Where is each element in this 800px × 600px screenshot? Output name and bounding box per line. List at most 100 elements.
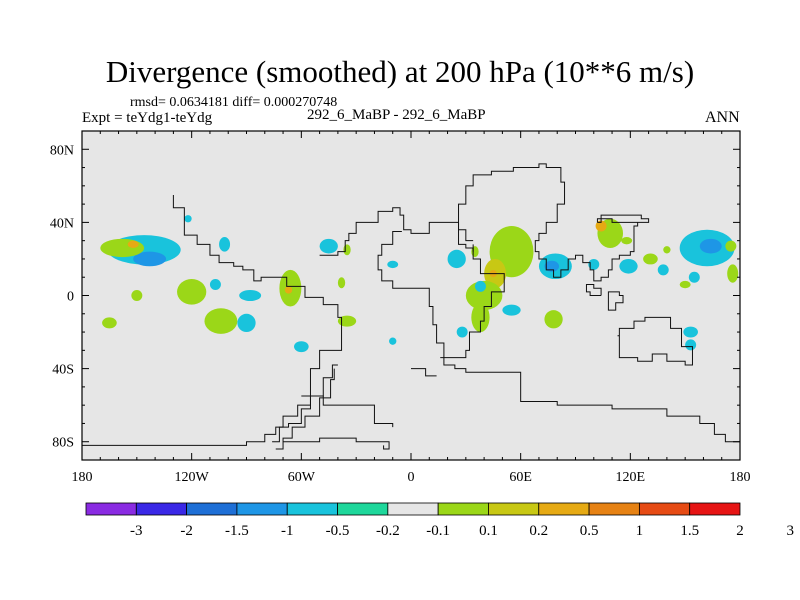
- coastline: [283, 437, 390, 450]
- anomaly-patch: [133, 251, 167, 267]
- anomaly-patch: [389, 337, 397, 345]
- anomaly-patch: [471, 302, 490, 333]
- anomaly-patch: [387, 260, 399, 269]
- anomaly-patch: [621, 237, 633, 245]
- x-tick-label: 60W: [288, 470, 316, 485]
- anomaly-patch: [699, 238, 722, 254]
- coastline: [377, 231, 505, 359]
- case-label: 292_6_MaBP - 292_6_MaBP: [307, 107, 486, 123]
- colorbar-label: 1.5: [680, 523, 699, 539]
- colorbar-label: -0.2: [376, 523, 400, 539]
- colorbar-swatch: [689, 502, 741, 516]
- anomaly-patch: [725, 240, 737, 252]
- chart-title: Divergence (smoothed) at 200 hPa (10**6 …: [105, 54, 695, 89]
- colorbar-label: -0.5: [326, 523, 350, 539]
- coastline: [275, 368, 335, 450]
- colorbar-swatch: [437, 502, 489, 516]
- coastline: [272, 364, 338, 443]
- colorbar-swatch: [538, 502, 590, 516]
- anomaly-patch: [219, 237, 231, 252]
- colorbar-label: -3: [130, 523, 143, 539]
- x-tick-label: 60E: [509, 470, 532, 485]
- anomaly-patch: [727, 264, 739, 283]
- y-tick-label: 80N: [50, 143, 74, 158]
- y-tick-label: 80S: [52, 436, 74, 451]
- colorbar-swatch: [387, 502, 439, 516]
- y-tick-label: 40S: [52, 363, 74, 378]
- anomaly-patch: [343, 244, 351, 256]
- colorbar-label: -2: [180, 523, 193, 539]
- colorbar-label: 2: [736, 523, 744, 539]
- colorbar-label: -1: [281, 523, 294, 539]
- stats-line: rmsd= 0.0634181 diff= 0.000270748: [130, 95, 338, 110]
- colorbar-label: -1.5: [225, 523, 249, 539]
- x-tick-label: 120W: [175, 470, 210, 485]
- coastline: [617, 316, 693, 366]
- anomaly-patch: [502, 304, 521, 316]
- coastline-layer: [82, 163, 740, 450]
- anomaly-patch: [100, 238, 145, 258]
- colorbar: -3 -2 -1.5 -1 -0.5 -0.2 -0.1 0.1 0.2 0.5 1 1.5 2 3: [85, 502, 795, 539]
- anomaly-patch: [465, 280, 503, 311]
- colorbar-swatch: [638, 502, 691, 516]
- anomaly-patch: [679, 280, 691, 289]
- anomaly-patch: [643, 253, 658, 265]
- colorbar-swatch: [286, 502, 338, 516]
- anomaly-patch: [337, 315, 357, 327]
- colorbar-swatch: [488, 502, 540, 516]
- anomaly-patch: [657, 264, 669, 276]
- colorbar-swatch: [236, 502, 288, 516]
- coastline: [596, 214, 650, 223]
- season-label: ANN: [705, 109, 740, 126]
- coastline: [585, 284, 602, 296]
- x-tick-label: 0: [408, 470, 415, 485]
- anomaly-patch: [294, 341, 309, 353]
- colorbar-label: 0.2: [529, 523, 548, 539]
- x-tick-label: 120E: [616, 470, 646, 485]
- experiment-label: Expt = teYdg1-teYdg: [82, 110, 213, 126]
- anomaly-patch: [237, 313, 256, 333]
- coastline: [440, 357, 740, 446]
- anomaly-patch: [683, 326, 698, 338]
- colorbar-swatch: [337, 502, 389, 516]
- anomaly-patch: [588, 258, 600, 270]
- colorbar-label: 0.5: [580, 523, 599, 539]
- colorbar-label: -0.1: [426, 523, 450, 539]
- anomaly-patch: [663, 246, 671, 254]
- anomaly-patch: [204, 308, 238, 334]
- anomaly-patch: [239, 290, 262, 301]
- anomaly-layer: [100, 215, 739, 353]
- anomaly-patch: [619, 258, 638, 274]
- anomaly-patch: [688, 271, 700, 283]
- coastline: [458, 163, 639, 282]
- colorbar-label: 3: [787, 523, 795, 539]
- anomaly-patch: [685, 339, 697, 351]
- y-tick-label: 40N: [50, 216, 74, 231]
- anomaly-patch: [337, 277, 346, 289]
- colorbar-swatch: [186, 502, 238, 516]
- anomaly-patch: [595, 220, 607, 232]
- colorbar-swatch: [85, 502, 137, 516]
- anomaly-patch: [131, 290, 143, 301]
- anomaly-patch: [319, 238, 338, 254]
- colorbar-swatch: [588, 502, 640, 516]
- y-tick-label: 0: [67, 290, 74, 305]
- coastline: [411, 368, 437, 377]
- anomaly-patch: [184, 215, 192, 223]
- anomaly-patch: [456, 326, 468, 338]
- anomaly-patch: [544, 310, 563, 329]
- coastline: [607, 291, 624, 311]
- axis-ticks: 180 120W 60W 0 60E 120E 180 80N 40N 0 40S 80S: [50, 130, 751, 485]
- anomaly-patch: [474, 280, 486, 292]
- anomaly-patch: [447, 249, 466, 269]
- colorbar-swatch: [135, 502, 188, 516]
- anomaly-patch: [544, 260, 560, 272]
- anomaly-patch: [177, 279, 207, 305]
- x-tick-label: 180: [72, 470, 93, 485]
- anomaly-patch: [209, 279, 221, 291]
- colorbar-label: 0.1: [479, 523, 498, 539]
- anomaly-patch: [127, 240, 139, 248]
- colorbar-label: 1: [636, 523, 644, 539]
- x-tick-label: 180: [730, 470, 751, 485]
